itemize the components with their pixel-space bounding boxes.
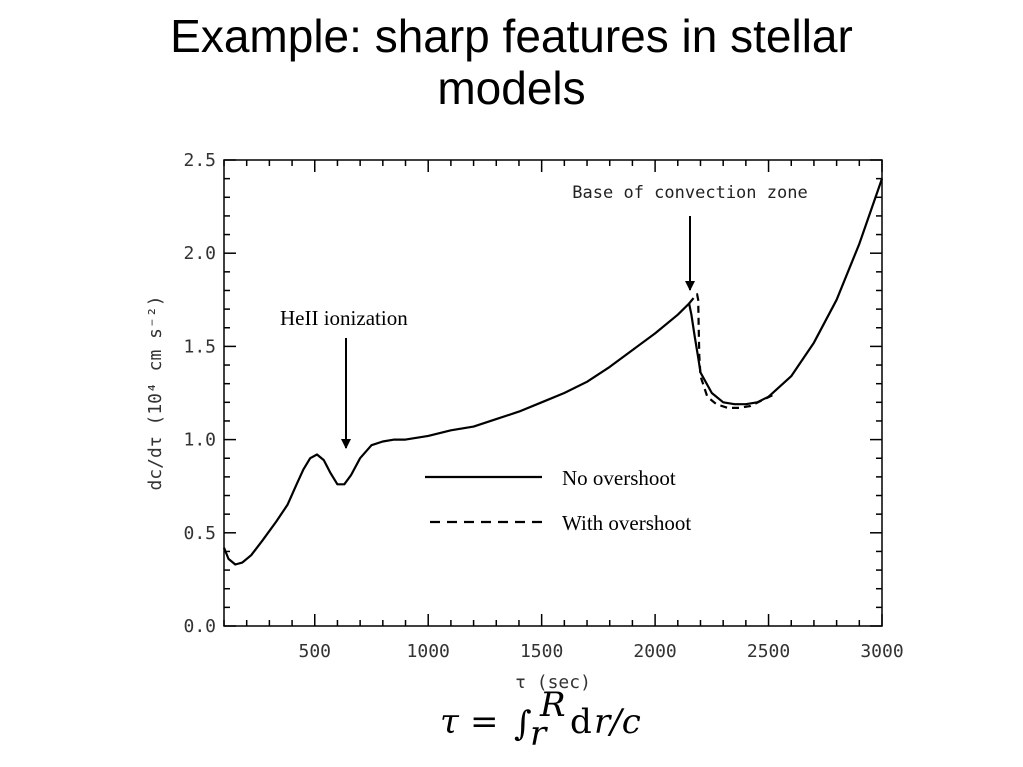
y-tick-labels: 0.0 0.5 1.0 1.5 2.0 2.5 (183, 150, 216, 637)
axis-ticks (224, 160, 882, 626)
y-tick-label: 0.0 (183, 616, 216, 637)
x-tick-label: 2500 (747, 641, 790, 662)
x-tick-labels: 500 1000 1500 2000 2500 3000 (299, 641, 904, 662)
plot-frame (224, 160, 882, 626)
legend-label-with-overshoot: With overshoot (562, 511, 691, 535)
x-tick-label: 2000 (633, 641, 676, 662)
formula-lower-limit: r (530, 714, 548, 754)
x-tick-label: 500 (299, 641, 332, 662)
y-tick-label: 2.0 (183, 243, 216, 264)
series-line-with-overshoot (689, 294, 773, 408)
formula: τ = ∫ R r d r/c (440, 685, 641, 754)
y-tick-label: 1.0 (183, 430, 216, 451)
annotation-heii-label: HeII ionization (280, 306, 408, 330)
formula-tau: τ (440, 702, 460, 742)
annotation-bcz-label: Base of convection zone (572, 183, 807, 203)
series-line-no-overshoot (224, 179, 882, 565)
formula-equals: = (470, 702, 499, 742)
legend-label-no-overshoot: No overshoot (562, 466, 676, 490)
formula-integrand: r/c (594, 702, 641, 742)
y-tick-label: 0.5 (183, 523, 216, 544)
x-tick-label: 1000 (407, 641, 450, 662)
y-axis-label: dc/dτ (10⁴ cm s⁻²) (145, 295, 166, 490)
x-tick-label: 3000 (860, 641, 903, 662)
y-tick-label: 1.5 (183, 336, 216, 357)
x-tick-label: 1500 (520, 641, 563, 662)
y-tick-label: 2.5 (183, 150, 216, 171)
formula-d: d (570, 702, 592, 742)
legend: No overshoot With overshoot (425, 466, 691, 535)
series-group (224, 179, 882, 565)
